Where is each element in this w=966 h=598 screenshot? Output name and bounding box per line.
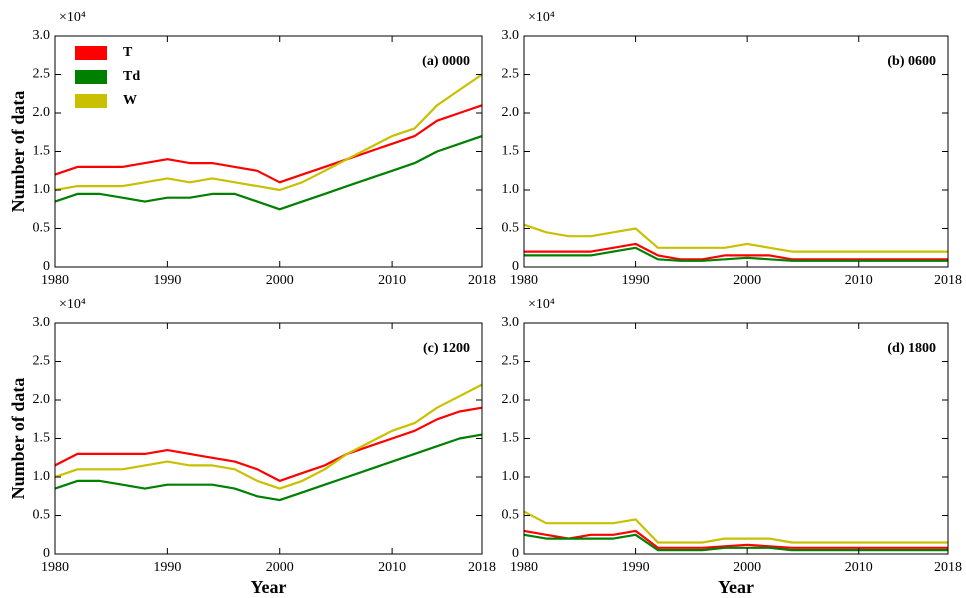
y-tick-label: 2.0 — [502, 105, 520, 120]
x-tick-label: 2018 — [934, 560, 962, 575]
x-tick-label: 2010 — [378, 560, 406, 575]
y-multiplier: ×10⁴ — [528, 10, 555, 25]
x-tick-label: 2010 — [845, 560, 873, 575]
series-line — [54, 383, 483, 490]
legend-label: T — [123, 45, 133, 60]
y-tick-label: 3.0 — [502, 315, 520, 330]
y-tick-label: 1.5 — [33, 144, 51, 159]
plot-frame — [523, 322, 949, 555]
legend-swatch — [75, 70, 107, 84]
x-tick-label: 1990 — [622, 560, 650, 575]
y-tick-label: 1.0 — [33, 469, 51, 484]
x-axis-label: Year — [718, 577, 754, 597]
panel-label: (a) 0000 — [422, 54, 470, 69]
series-line — [54, 433, 483, 502]
x-tick-label: 2000 — [733, 560, 761, 575]
y-tick-label: 2.0 — [33, 105, 51, 120]
y-tick-label: 1.0 — [502, 182, 520, 197]
y-tick-label: 0.5 — [33, 221, 51, 236]
y-tick-label: 1.5 — [502, 431, 520, 446]
y-axis-label: Number of data — [8, 91, 28, 213]
y-multiplier: ×10⁴ — [59, 297, 86, 312]
plot-frame — [523, 35, 949, 268]
x-tick-label: 2000 — [266, 273, 294, 288]
panel-label: (b) 0600 — [887, 54, 936, 69]
x-tick-label: 2010 — [845, 273, 873, 288]
y-tick-label: 1.5 — [33, 431, 51, 446]
y-tick-label: 2.0 — [33, 392, 51, 407]
x-tick-label: 1980 — [41, 273, 69, 288]
x-tick-label: 2000 — [266, 560, 294, 575]
series-line — [54, 104, 483, 184]
y-tick-label: 2.5 — [502, 67, 520, 82]
series-line — [524, 242, 948, 261]
y-tick-label: 2.5 — [33, 67, 51, 82]
y-tick-label: 0.5 — [33, 508, 51, 523]
y-tick-label: 1.5 — [502, 144, 520, 159]
x-tick-label: 2000 — [733, 273, 761, 288]
x-tick-label: 2018 — [468, 273, 496, 288]
plot-frame — [54, 35, 483, 268]
legend-swatch — [75, 94, 107, 108]
series-line — [54, 73, 483, 192]
y-tick-label: 0 — [512, 546, 519, 561]
x-tick-label: 1980 — [510, 560, 538, 575]
y-tick-label: 1.0 — [502, 469, 520, 484]
legend-label: W — [123, 93, 137, 108]
x-tick-label: 1980 — [510, 273, 538, 288]
x-axis-label: Year — [251, 577, 287, 597]
y-tick-label: 3.0 — [33, 28, 51, 43]
y-tick-label: 3.0 — [33, 315, 51, 330]
y-tick-label: 3.0 — [502, 28, 520, 43]
series-line — [523, 510, 948, 544]
y-tick-label: 0 — [512, 259, 519, 274]
series-line — [54, 406, 483, 482]
series-line — [523, 223, 948, 253]
x-tick-label: 1990 — [153, 273, 181, 288]
panel-label: (d) 1800 — [887, 341, 936, 356]
series-line — [524, 246, 948, 262]
y-tick-label: 2.0 — [502, 392, 520, 407]
y-multiplier: ×10⁴ — [528, 297, 555, 312]
legend-swatch — [75, 46, 107, 60]
y-axis-label: Number of data — [8, 378, 28, 500]
x-tick-label: 2018 — [468, 560, 496, 575]
legend-label: Td — [123, 69, 140, 84]
x-tick-label: 1980 — [41, 560, 69, 575]
series-line — [523, 529, 948, 549]
y-tick-label: 0 — [43, 259, 50, 274]
series-line — [523, 533, 948, 552]
x-tick-label: 1990 — [153, 560, 181, 575]
y-tick-label: 0.5 — [502, 508, 520, 523]
panel-label: (c) 1200 — [423, 341, 470, 356]
plot-frame — [54, 322, 483, 555]
y-tick-label: 1.0 — [33, 182, 51, 197]
x-tick-label: 2018 — [934, 273, 962, 288]
y-multiplier: ×10⁴ — [59, 10, 86, 25]
y-tick-label: 0.5 — [502, 221, 520, 236]
y-tick-label: 2.5 — [33, 354, 51, 369]
x-tick-label: 1990 — [622, 273, 650, 288]
x-tick-label: 2010 — [378, 273, 406, 288]
y-tick-label: 0 — [43, 546, 50, 561]
series-line — [54, 135, 483, 211]
y-tick-label: 2.5 — [502, 354, 520, 369]
